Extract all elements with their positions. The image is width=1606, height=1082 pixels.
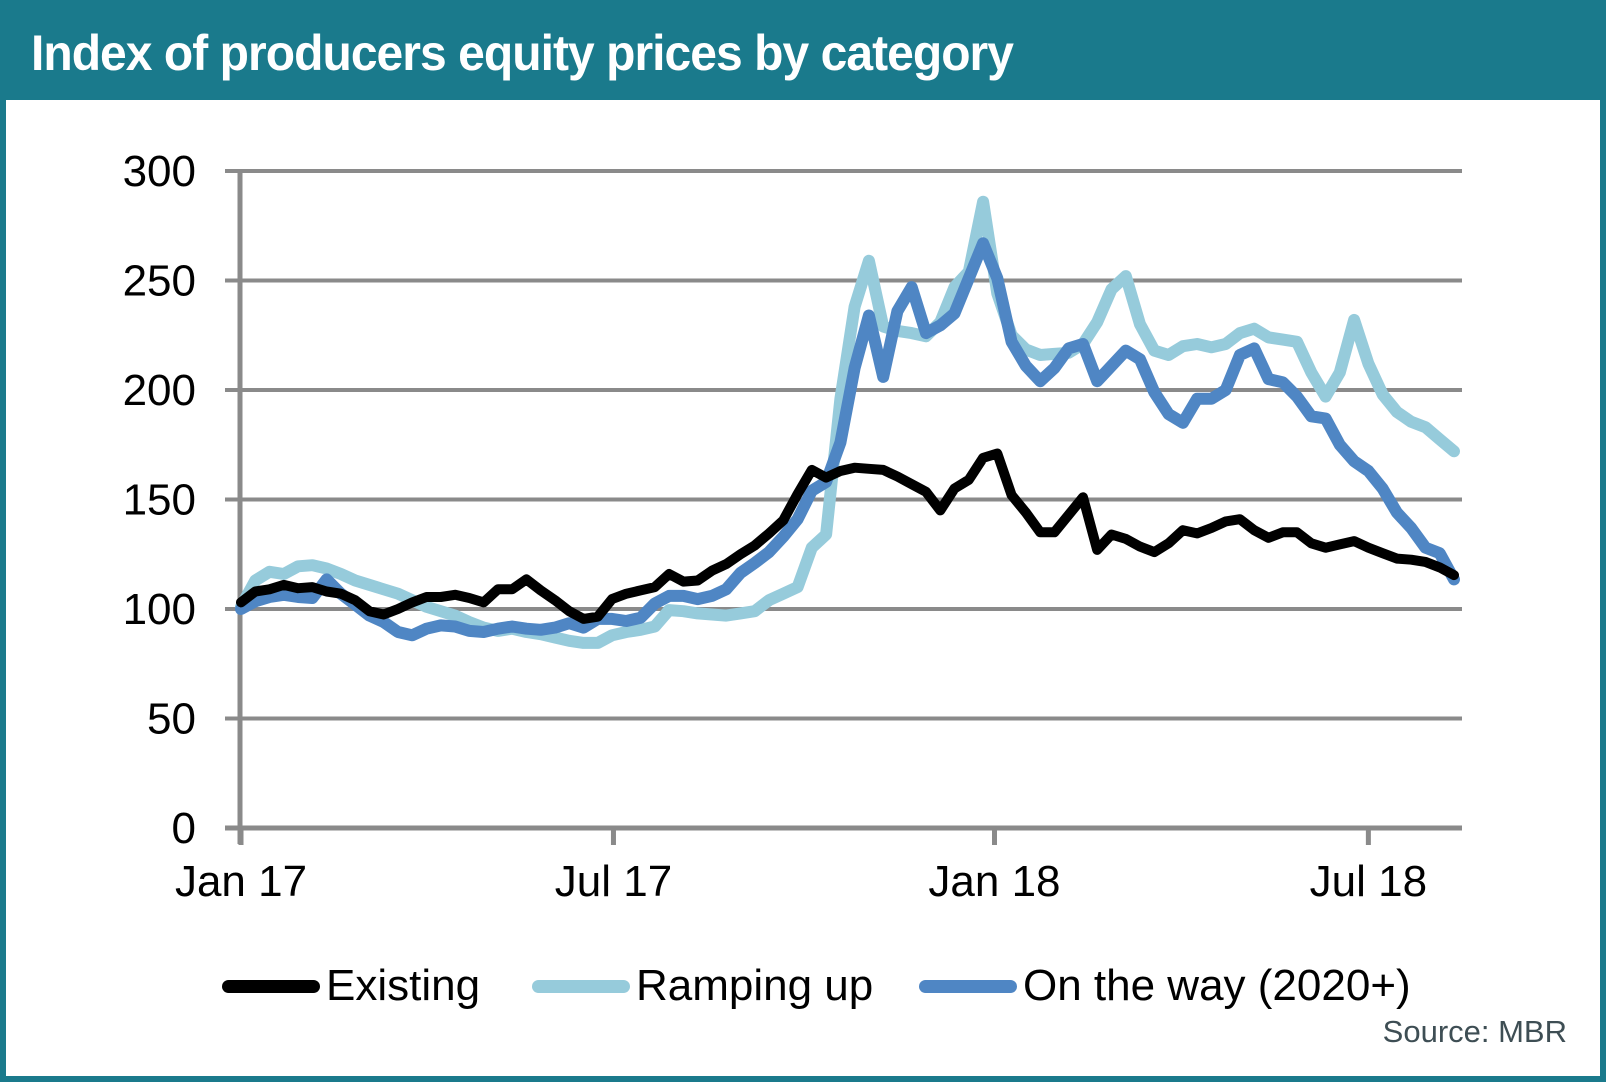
title-bar: Index of producers equity prices by cate… — [6, 6, 1600, 100]
legend-swatch-ramping-up — [532, 979, 630, 993]
legend-item-existing: Existing — [222, 958, 480, 1014]
x-tick-label-jan-18: Jan 18 — [928, 857, 1060, 906]
legend-item-on-the-way: On the way (2020+) — [919, 958, 1411, 1014]
x-tick-label-jul-18: Jul 18 — [1310, 857, 1427, 906]
series-line-existing — [236, 448, 1459, 624]
line-chart: 0 50 100 150 200 250 300 Jan 17 Jul 17 Jan 18 Jul … — [123, 147, 1462, 906]
y-tick-label-0: 0 — [172, 804, 196, 853]
page-title: Index of producers equity prices by cate… — [30, 25, 1014, 81]
x-tick-label-jul-17: Jul 17 — [555, 857, 672, 906]
legend-label-ramping-up: Ramping up — [636, 961, 874, 1010]
legend-swatch-existing — [222, 979, 320, 993]
y-tick-label-50: 50 — [147, 695, 196, 744]
series-line-on-the-way-2020- — [235, 237, 1460, 642]
legend-label-existing: Existing — [326, 961, 481, 1010]
x-tick-label-jan-17: Jan 17 — [175, 857, 307, 906]
source-credit: Source: MBR — [1382, 1014, 1567, 1049]
legend-label-on-the-way: On the way (2020+) — [1023, 961, 1411, 1010]
legend-item-ramping-up: Ramping up — [532, 958, 873, 1014]
y-tick-label-300: 300 — [123, 147, 196, 196]
series-line-ramping-up — [235, 195, 1460, 649]
y-tick-label-250: 250 — [123, 257, 196, 306]
y-tick-label-150: 150 — [123, 476, 196, 525]
chart-legend: Existing Ramping up On the way (2020+) — [6, 958, 1600, 1014]
legend-swatch-on-the-way — [919, 979, 1017, 993]
y-tick-label-200: 200 — [123, 366, 196, 415]
y-tick-label-100: 100 — [123, 585, 196, 634]
